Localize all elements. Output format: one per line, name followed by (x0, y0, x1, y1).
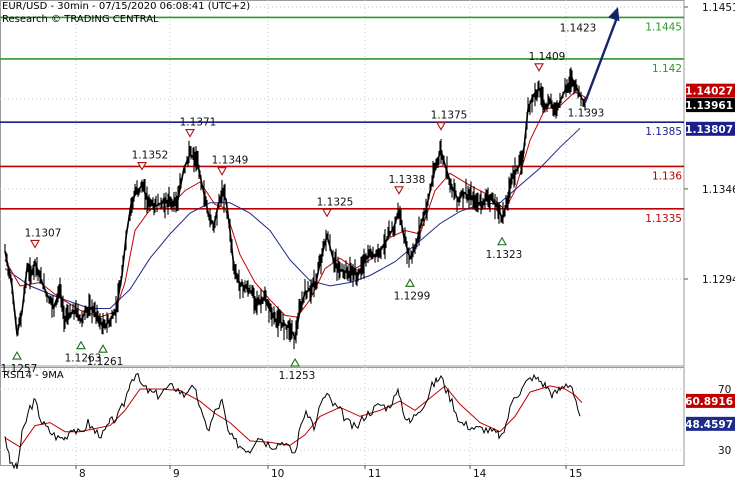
x-tick-label: 14 (473, 468, 487, 480)
level-label: 1.1385 (645, 126, 682, 138)
swing-label: 1.1261 (87, 356, 124, 368)
chart-title: EUR/USD - 30min - 07/15/2020 06:08:41 (U… (2, 1, 251, 12)
rsi-tick-label: 70 (718, 384, 731, 396)
chart-source: Research © TRADING CENTRAL (2, 14, 159, 25)
swing-low-marker (98, 344, 108, 353)
level-annotation: 1.1423 (560, 23, 597, 35)
projection-arrow-line (583, 14, 620, 103)
swing-label: 1.1299 (394, 290, 431, 302)
rsi-ma-tag-label: 60.8916 (685, 396, 733, 408)
swing-label: 1.1263 (65, 353, 102, 365)
rsi-tag-box (686, 416, 735, 431)
swing-label: 1.1257 (1, 363, 38, 375)
rsi-tick-label: 30 (718, 445, 731, 457)
rsi-panel-frame (0, 367, 685, 466)
swing-high-marker (322, 208, 332, 218)
price-tag-box (686, 98, 735, 113)
y-tick-label: 1.1346 (702, 184, 735, 196)
x-tick-label: 9 (173, 468, 180, 480)
rsi-ma-tag-box (686, 393, 735, 408)
price-tag-box (686, 83, 735, 98)
swing-label: 1.1307 (25, 227, 62, 239)
swing-label: 1.1338 (389, 174, 426, 186)
rsi-title: RSI14 - 9MA (3, 370, 64, 381)
price-line (4, 76, 586, 341)
rsi-ma-line (4, 385, 583, 448)
x-tick-label: 10 (271, 468, 284, 480)
price-panel-frame (0, 0, 685, 367)
price-tag-label: 1.14027 (685, 86, 733, 98)
swing-label: 1.1409 (529, 51, 566, 63)
swing-low-marker (405, 278, 415, 287)
swing-label: 1.1371 (180, 117, 217, 129)
swing-high-marker (185, 129, 195, 138)
swing-low-marker (497, 236, 507, 246)
level-label: 1.1445 (645, 21, 682, 33)
swing-label: 1.1352 (132, 150, 169, 162)
level-label: 1.142 (652, 63, 682, 75)
swing-high-marker (137, 161, 147, 171)
price-tag-label: 1.13807 (685, 124, 733, 136)
swing-high-marker (436, 122, 446, 131)
x-tick-label: 8 (79, 468, 86, 480)
swing-high-marker (217, 167, 227, 176)
rsi-line (4, 372, 581, 470)
swing-label: 1.1253 (279, 370, 316, 382)
x-tick-label: 15 (569, 468, 582, 480)
swing-label: 1.1375 (431, 110, 468, 122)
price-tag-box (686, 121, 735, 136)
swing-high-marker (394, 186, 404, 195)
ma-slow-line (4, 127, 581, 309)
level-annotation: 1.1393 (568, 107, 605, 119)
rsi-tag-label: 48.4597 (685, 419, 733, 431)
swing-label: 1.1323 (486, 249, 523, 261)
swing-label: 1.1349 (212, 155, 249, 167)
x-tick-label: 11 (368, 468, 381, 480)
swing-low-marker (290, 357, 300, 367)
swing-low-marker (76, 340, 86, 350)
level-label: 1.136 (652, 170, 682, 182)
price-tag-label: 1.13961 (685, 100, 733, 112)
swing-high-marker (534, 63, 544, 72)
projection-arrow-head (608, 7, 620, 22)
swing-high-marker (30, 239, 40, 249)
y-tick-label: 1.1294 (702, 274, 735, 286)
swing-label: 1.1325 (317, 196, 354, 208)
swing-low-marker (12, 350, 22, 360)
level-label: 1.1335 (645, 213, 682, 225)
